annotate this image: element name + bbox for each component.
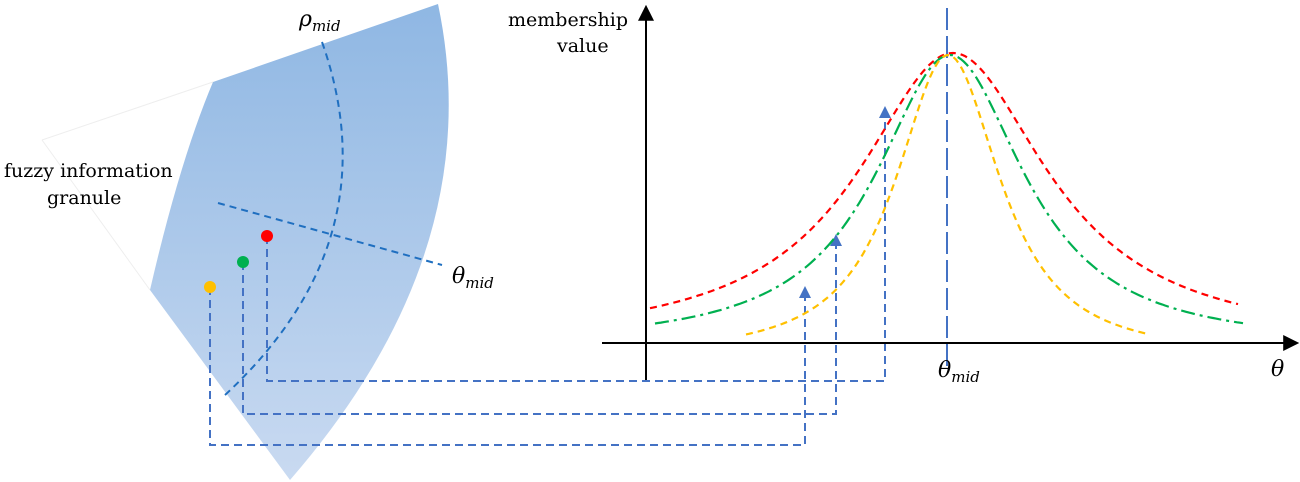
green-curve [654, 53, 1244, 325]
red-point [261, 230, 273, 242]
fuzzy-information-granule [41, 4, 449, 480]
red-connector [266, 106, 891, 382]
yellow-point [204, 281, 216, 293]
green-connector [242, 234, 842, 415]
x-axis-label: θ [1271, 357, 1284, 382]
theta-mid-granule-label: θmid [452, 264, 494, 292]
granule-label-line1: fuzzy information [4, 160, 173, 182]
granule-sector [150, 4, 449, 480]
membership-chart [602, 4, 1300, 380]
theta-mid-axis-label: θmid [938, 358, 980, 386]
theta-mid-guide-line [217, 202, 443, 266]
red-curve [649, 51, 1239, 310]
y-axis-label-line2: value [556, 35, 609, 57]
rho-mid-label: ρmid [298, 7, 341, 35]
yellow-connector [209, 286, 811, 446]
granule-inner-boundary [41, 81, 214, 291]
green-point [237, 256, 249, 268]
connector-lines [209, 106, 891, 446]
yellow-curve [745, 53, 1149, 336]
rho-mid-guide-line [224, 41, 344, 396]
granule-label-line2: granule [47, 187, 121, 209]
y-axis-label-line1: membership [508, 9, 628, 31]
